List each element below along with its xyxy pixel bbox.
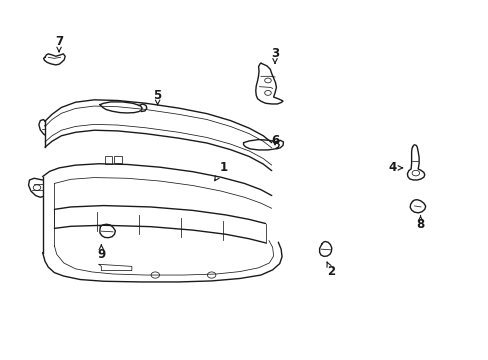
Text: 4: 4: [388, 161, 402, 174]
Bar: [104, 156, 112, 164]
Text: 5: 5: [153, 89, 162, 105]
Bar: [114, 156, 121, 163]
Text: 6: 6: [270, 134, 279, 147]
Text: 2: 2: [326, 262, 335, 278]
Text: 1: 1: [214, 161, 227, 181]
Text: 3: 3: [270, 48, 279, 63]
Text: 9: 9: [97, 245, 105, 261]
Text: 7: 7: [55, 35, 63, 52]
Text: 8: 8: [416, 216, 424, 231]
